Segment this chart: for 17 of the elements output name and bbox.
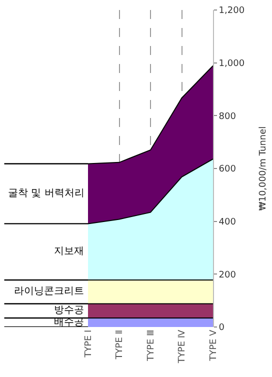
x-tick-label: TYPE Ⅴ <box>208 328 219 362</box>
x-tick-label: TYPE Ⅰ <box>84 330 94 358</box>
y-tick-label: 200 <box>218 270 236 280</box>
y-tick-label: 400 <box>218 217 236 228</box>
y-tick-label: 600 <box>218 164 236 175</box>
series-label: 라이닝콘크리트 <box>14 286 84 297</box>
y-tick-label: 0 <box>218 323 225 334</box>
series-label: 지보재 <box>54 246 84 257</box>
series-label: 굴착 및 버력처리 <box>8 188 84 199</box>
y-tick-label: 800 <box>218 112 236 122</box>
x-tick-label: TYPE Ⅳ <box>178 329 188 364</box>
y-tick-label: 1,000 <box>218 58 245 69</box>
y-tick-label: 1,200 <box>218 6 245 16</box>
x-tick-label: TYPE Ⅲ <box>146 330 156 362</box>
x-tick-label: TYPE Ⅱ <box>115 330 126 360</box>
y-axis-title: ₩10,000/m Tunnel <box>258 126 269 211</box>
series-label: 방수공 <box>54 305 84 316</box>
